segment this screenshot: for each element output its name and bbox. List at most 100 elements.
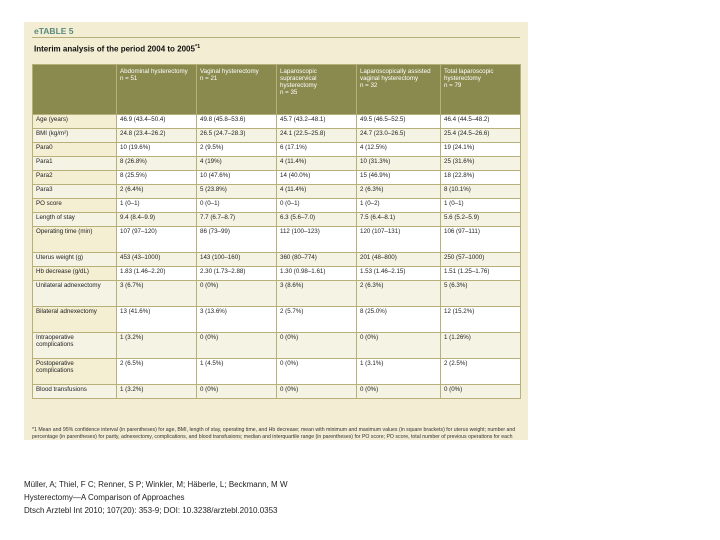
table-cell: 2 (2.5%) [440, 358, 521, 385]
table-cell: 1.30 (0.98–1.61) [276, 266, 357, 281]
table-row: BMI (kg/m²) 24.8 (23.4–26.2) 26.5 (24.7–28… [32, 128, 521, 143]
table-cell: 7.5 (6.4–8.1) [356, 212, 441, 227]
column-header-label: Laparoscopic supracervical hysterectomy [280, 68, 317, 89]
table-cell: 0 (0%) [276, 332, 357, 359]
row-label: Para1 [32, 156, 117, 171]
table-cell: 2 (6.5%) [116, 358, 197, 385]
table-cell: 10 (47.6%) [196, 170, 277, 185]
column-header-n: n = 21 [200, 75, 218, 82]
row-label: Uterus weight (g) [32, 252, 117, 267]
table-cell: 0 (0%) [356, 332, 441, 359]
column-header: Laparoscopically assisted vaginal hyster… [356, 64, 441, 115]
subtitle-text: Interim analysis of the period 2004 to 2… [34, 44, 195, 54]
table-cell: 4 (11.4%) [276, 156, 357, 171]
table-cell: 0 (0–1) [276, 198, 357, 213]
table-row: Bilateral adnexectomy 13 (41.6%) 3 (13.6%)… [32, 306, 521, 333]
table-cell: 2 (6.3%) [356, 280, 441, 307]
table-cell: 0 (0%) [356, 384, 441, 399]
table-cell: 18 (22.8%) [440, 170, 521, 185]
table-cell: 3 (8.6%) [276, 280, 357, 307]
table-cell: 106 (97–111) [440, 226, 521, 253]
table-row: Uterus weight (g) 453 (43–1000) 143 (100–1… [32, 252, 521, 267]
table-cell: 6 (17.1%) [276, 142, 357, 157]
table-cell: 8 (10.1%) [440, 184, 521, 199]
card-title: eTABLE 5 [34, 26, 74, 36]
table-cell: 9.4 (8.4–9.9) [116, 212, 197, 227]
table-cell: 24.1 (22.5–25.8) [276, 128, 357, 143]
table-cell: 25 (31.6%) [440, 156, 521, 171]
table-cell: 2.30 (1.73–2.88) [196, 266, 277, 281]
table-row: Postoperative complications 2 (6.5%) 1 (4.… [32, 358, 521, 385]
row-label: Postoperative complications [32, 358, 117, 385]
table-cell: 1 (0–1) [440, 198, 521, 213]
column-header-n: n = 35 [280, 89, 298, 96]
table-cell: 1 (4.5%) [196, 358, 277, 385]
table-row: PO score 1 (0–1) 0 (0–1) 0 (0–1) 1 (0–2) 1 (0… [32, 198, 521, 213]
column-header-label: Laparoscopically assisted vaginal hyster… [360, 68, 431, 82]
table-cell: 24.8 (23.4–26.2) [116, 128, 197, 143]
table-cell: 15 (46.9%) [356, 170, 441, 185]
column-header: Vaginal hysterectomy n = 21 [196, 64, 277, 115]
row-label: Age (years) [32, 114, 117, 129]
table-cell: 3 (6.7%) [116, 280, 197, 307]
table-cell: 14 (40.0%) [276, 170, 357, 185]
table-row: Intraoperative complications 1 (3.2%) 0 (0… [32, 332, 521, 359]
header-row: Abdominal hysterectomy n = 51 Vaginal hyst… [32, 64, 521, 115]
table-row: Operating time (min) 107 (97–120) 86 (73–9… [32, 226, 521, 253]
title-divider [32, 37, 520, 38]
row-label: Operating time (min) [32, 226, 117, 253]
column-header-n: n = 51 [120, 75, 138, 82]
table-cell: 1 (1.26%) [440, 332, 521, 359]
table-cell: 49.8 (45.8–53.6) [196, 114, 277, 129]
table-cell: 49.5 (46.5–52.5) [356, 114, 441, 129]
table-cell: 19 (24.1%) [440, 142, 521, 157]
column-header: Total laparoscopic hysterectomy n = 79 [440, 64, 521, 115]
table-cell: 143 (100–160) [196, 252, 277, 267]
table-cell: 4 (11.4%) [276, 184, 357, 199]
column-header: Abdominal hysterectomy n = 51 [116, 64, 197, 115]
row-label: Hb decrease (g/dL) [32, 266, 117, 281]
row-label: PO score [32, 198, 117, 213]
table-cell: 24.7 (23.0–26.5) [356, 128, 441, 143]
table-row: Para1 8 (26.8%) 4 (19%) 4 (11.4%) 10 (31.3%)… [32, 156, 521, 171]
table-cell: 112 (100–123) [276, 226, 357, 253]
table-cell: 86 (73–99) [196, 226, 277, 253]
table-cell: 45.7 (43.2–48.1) [276, 114, 357, 129]
table-cell: 26.5 (24.7–28.3) [196, 128, 277, 143]
table-cell: 8 (26.8%) [116, 156, 197, 171]
table-body: Age (years) 46.9 (43.4–50.4) 49.8 (45.8–53… [32, 114, 521, 399]
table-row: Age (years) 46.9 (43.4–50.4) 49.8 (45.8–53… [32, 114, 521, 129]
table-cell: 1 (3.2%) [116, 332, 197, 359]
row-label: Blood transfusions [32, 384, 117, 399]
table-cell: 1 (3.1%) [356, 358, 441, 385]
row-label: BMI (kg/m²) [32, 128, 117, 143]
table-cell: 8 (25.5%) [116, 170, 197, 185]
table-cell: 107 (97–120) [116, 226, 197, 253]
column-header-label: Abdominal hysterectomy [120, 68, 188, 75]
table-cell: 13 (41.6%) [116, 306, 197, 333]
row-label: Para0 [32, 142, 117, 157]
reference-citation: Dtsch Arztebl Int 2010; 107(20): 353-9; … [24, 506, 278, 515]
table-cell: 120 (107–131) [356, 226, 441, 253]
table-cell: 201 (48–800) [356, 252, 441, 267]
table-row: Para0 10 (19.6%) 2 (9.5%) 6 (17.1%) 4 (12.5%… [32, 142, 521, 157]
card-subtitle: Interim analysis of the period 2004 to 2… [34, 44, 200, 54]
table-cell: 5 (6.3%) [440, 280, 521, 307]
table-cell: 46.9 (43.4–50.4) [116, 114, 197, 129]
table-cell: 1.53 (1.46–2.15) [356, 266, 441, 281]
table-cell: 12 (15.2%) [440, 306, 521, 333]
row-label: Length of stay [32, 212, 117, 227]
table-cell: 2 (6.4%) [116, 184, 197, 199]
column-header-n: n = 32 [360, 82, 378, 89]
table-cell: 10 (19.6%) [116, 142, 197, 157]
row-label: Intraoperative complications [32, 332, 117, 359]
table-cell: 0 (0%) [276, 358, 357, 385]
table-cell: 46.4 (44.5–48.2) [440, 114, 521, 129]
table-cell: 1 (0–1) [116, 198, 197, 213]
table-cell: 453 (43–1000) [116, 252, 197, 267]
table-cell: 1 (0–2) [356, 198, 441, 213]
data-table: Abdominal hysterectomy n = 51 Vaginal hyst… [32, 64, 521, 399]
table-cell: 0 (0%) [276, 384, 357, 399]
table-cell: 0 (0%) [196, 384, 277, 399]
table-cell: 6.3 (5.6–7.0) [276, 212, 357, 227]
